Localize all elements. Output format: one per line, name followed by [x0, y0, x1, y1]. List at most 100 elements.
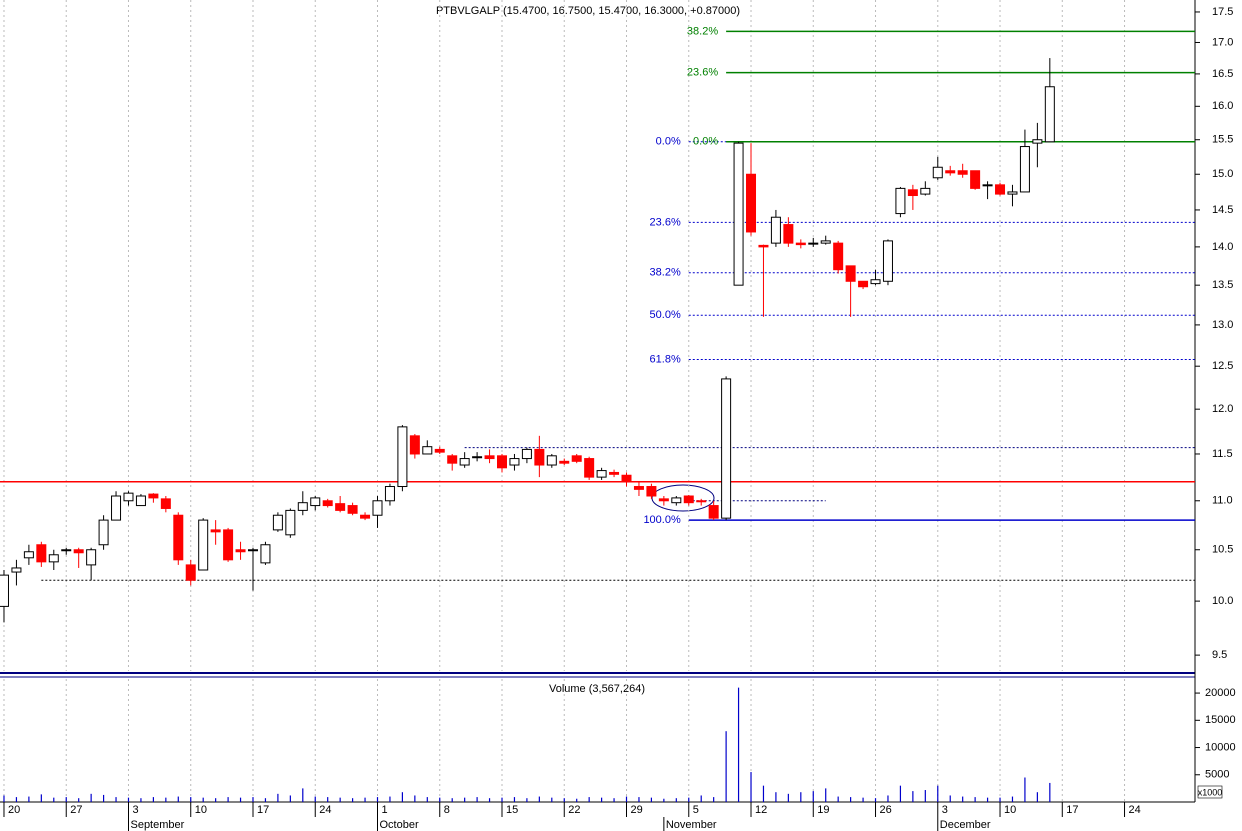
candle-body — [111, 495, 122, 521]
candle-body — [546, 455, 557, 466]
y-tick-label: 9.5 — [1212, 649, 1227, 661]
candle-body — [920, 187, 931, 195]
candle-body — [633, 486, 644, 490]
y-tick-label: 16.5 — [1212, 68, 1233, 80]
candle-body — [646, 486, 657, 497]
candle-body — [808, 242, 819, 245]
candle-body — [409, 435, 420, 455]
candle-body — [86, 549, 97, 566]
level-label: 100.0% — [643, 514, 681, 526]
candle-body — [422, 446, 433, 455]
x-tick-label: 3 — [132, 804, 138, 816]
candle-body — [347, 505, 358, 514]
month-label: September — [130, 819, 184, 831]
candle-body — [671, 497, 682, 504]
candle-body — [584, 458, 595, 478]
x-tick-label: 17 — [257, 804, 269, 816]
y-tick-label: 16.0 — [1212, 100, 1233, 112]
x-tick-label: 17 — [1066, 804, 1078, 816]
x-tick-label: 22 — [568, 804, 580, 816]
candle-body — [721, 378, 732, 519]
level-label: 61.8% — [650, 353, 681, 365]
level-label: 0.0% — [656, 136, 681, 148]
candle-body — [1032, 139, 1043, 144]
candle-body — [521, 448, 532, 460]
candle-body — [61, 549, 72, 552]
candle-body — [310, 497, 321, 507]
candle-body — [223, 529, 234, 561]
candle-body — [472, 456, 483, 459]
candle-body — [210, 529, 221, 533]
candle-body — [882, 240, 893, 282]
candle-body — [932, 166, 943, 179]
candle-body — [260, 544, 271, 564]
x-tick-label: 8 — [444, 804, 450, 816]
candle-body — [820, 240, 831, 244]
candle-body — [148, 493, 159, 499]
candle-body — [272, 514, 283, 531]
candle-body — [247, 549, 258, 552]
candle-body — [484, 455, 495, 460]
volume-unit: x1000 — [1198, 787, 1223, 797]
y-tick-label: 12.5 — [1212, 360, 1233, 372]
candle-body — [123, 492, 134, 502]
candle-body — [870, 279, 881, 285]
level-label: 50.0% — [650, 309, 681, 321]
candle-body — [609, 471, 620, 475]
x-tick-label: 1 — [381, 804, 387, 816]
month-label: November — [666, 819, 717, 831]
candle-body — [36, 544, 47, 563]
x-tick-label: 12 — [755, 804, 767, 816]
candle-body — [98, 519, 109, 546]
y-tick-label: 10.0 — [1212, 595, 1233, 607]
candle-body — [895, 187, 906, 215]
candle-body — [459, 458, 470, 466]
month-label: October — [379, 819, 418, 831]
candle-body — [384, 486, 395, 502]
volume-tick-label: 20000 — [1205, 687, 1236, 699]
candle-body — [907, 189, 918, 197]
x-tick-label: 24 — [1129, 804, 1141, 816]
candle-body — [945, 170, 956, 174]
candle-body — [497, 455, 508, 469]
y-tick-label: 15.5 — [1212, 134, 1233, 146]
x-tick-label: 3 — [942, 804, 948, 816]
x-tick-label: 20 — [8, 804, 20, 816]
month-label: December — [940, 819, 991, 831]
y-tick-label: 17.5 — [1212, 6, 1233, 18]
candle-body — [683, 495, 694, 504]
x-tick-label: 10 — [1004, 804, 1016, 816]
volume-tick-label: 10000 — [1205, 741, 1236, 753]
x-tick-label: 19 — [817, 804, 829, 816]
candle-body — [198, 519, 209, 571]
candle-body — [596, 470, 607, 478]
level-label: 38.2% — [687, 25, 718, 37]
candle-body — [621, 474, 632, 483]
x-tick-label: 26 — [880, 804, 892, 816]
candle-body — [957, 170, 968, 175]
candle-body — [73, 549, 84, 554]
chart-title: PTBVLGALP (15.4700, 16.7500, 15.4700, 16… — [436, 5, 740, 17]
x-tick-label: 15 — [506, 804, 518, 816]
candle-body — [335, 503, 346, 511]
y-tick-label: 13.5 — [1212, 279, 1233, 291]
candle-body — [434, 448, 445, 453]
candle-body — [783, 224, 794, 244]
candle-body — [185, 564, 196, 581]
y-tick-label: 11.5 — [1212, 448, 1233, 460]
level-label: 0.0% — [693, 136, 718, 148]
candle-body — [845, 265, 856, 282]
candle-body — [372, 500, 383, 516]
candle-body — [571, 455, 582, 462]
candle-body — [0, 574, 9, 607]
y-tick-label: 14.0 — [1212, 241, 1233, 253]
candle-body — [995, 184, 1006, 195]
candle-body — [833, 242, 844, 271]
candle-body — [534, 448, 545, 466]
y-tick-label: 13.0 — [1212, 319, 1233, 331]
candle-body — [285, 509, 296, 536]
y-tick-label: 12.0 — [1212, 403, 1233, 415]
candle-body — [447, 455, 458, 464]
